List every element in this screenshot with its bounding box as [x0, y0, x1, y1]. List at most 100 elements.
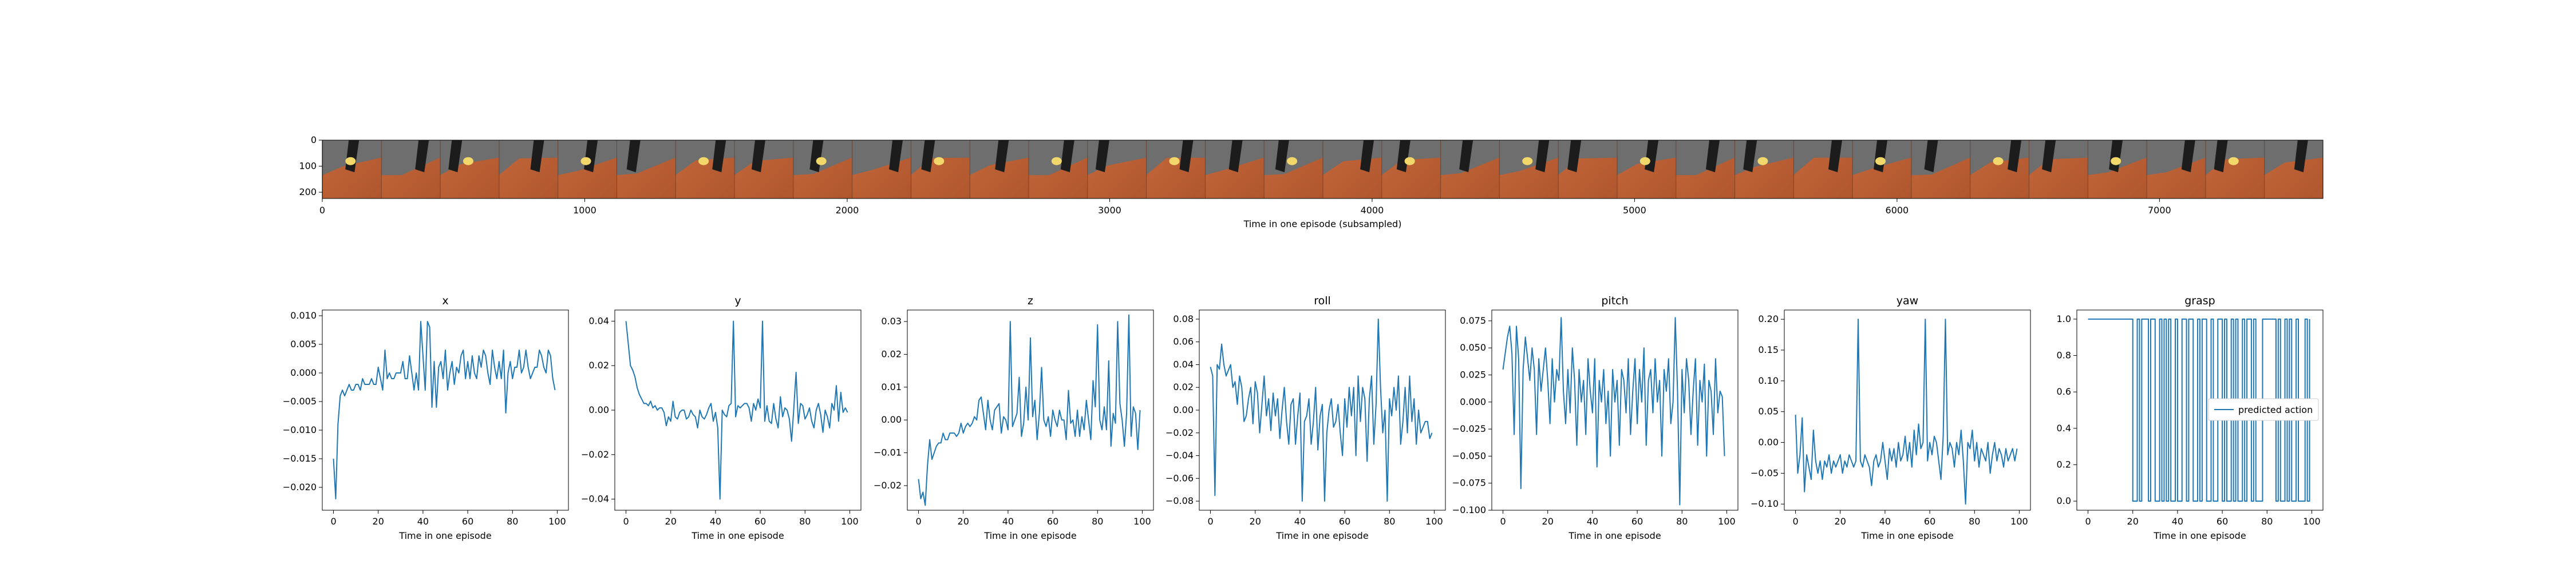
ytick-label: 0.05: [1758, 406, 1779, 417]
object-blob: [2111, 157, 2121, 165]
object-blob: [1522, 157, 1533, 165]
chart-xlabel: Time in one episode: [691, 530, 784, 541]
chart-title: z: [1028, 295, 1033, 307]
chart-roll: roll 0 20 40 60 80 100 −0.08 −0.06 −0.04 −0.02 0.00…: [1165, 295, 1446, 541]
filmstrip-frame: [381, 140, 441, 198]
filmstrip-frame: [734, 140, 793, 198]
chart-pitch: pitch 0 20 40 60 80 100 −0.100 −0.075 −0.050 −0.02…: [1452, 295, 1739, 541]
filmstrip-xtick-label: 2000: [836, 205, 859, 216]
xtick-label: 0: [1792, 516, 1798, 527]
ytick-label: 0.02: [881, 348, 902, 359]
ytick-label: 0.01: [881, 382, 902, 392]
ytick-label: 0.04: [1173, 359, 1194, 370]
object-blob: [580, 157, 591, 165]
filmstrip-xtick-label: 4000: [1361, 205, 1384, 216]
object-blob: [1287, 157, 1298, 165]
xtick-label: 80: [507, 516, 518, 527]
xtick-label: 60: [1924, 516, 1935, 527]
chart-xlabel: Time in one episode: [398, 530, 491, 541]
gripper-arm: [1567, 140, 1582, 173]
gripper-arm: [448, 140, 463, 173]
gripper-arm: [415, 140, 429, 173]
filmstrip-panel: 0 1000 2000 3000 4000 5000 6000 7000 0 100 200 Tim…: [299, 134, 2324, 229]
ytick-label: 0.6: [2057, 386, 2071, 397]
filmstrip-ytick-label: 200: [299, 186, 317, 197]
ytick-label: 0.15: [1758, 344, 1779, 355]
xtick-label: 40: [1294, 516, 1306, 527]
xtick-label: 60: [1047, 516, 1058, 527]
xtick-label: 80: [1969, 516, 1980, 527]
xtick-label: 20: [1542, 516, 1554, 527]
xtick-label: 80: [1384, 516, 1395, 527]
gripper-arm: [1828, 140, 1843, 173]
filmstrip-frame: [969, 140, 1029, 198]
xtick-label: 40: [1587, 516, 1598, 527]
gripper-arm: [2008, 140, 2022, 173]
filmstrip-frame: [675, 140, 735, 198]
chart-title: x: [442, 295, 448, 307]
object-blob: [1169, 157, 1180, 165]
xtick-label: 0: [330, 516, 336, 527]
gripper-arm: [1228, 140, 1243, 173]
filmstrip-frame: [2029, 140, 2088, 198]
gripper-arm: [1095, 140, 1109, 173]
gripper-arm: [1459, 140, 1473, 173]
filmstrip-frame: [1793, 140, 1853, 198]
gripper-arm: [921, 140, 935, 173]
filmstrip-frame: [1087, 140, 1147, 198]
gripper-arm: [2294, 140, 2308, 173]
wall-region: [499, 140, 558, 176]
ytick-label: 0.010: [290, 310, 317, 321]
filmstrip-frame: [1204, 140, 1265, 198]
xtick-label: 40: [1879, 516, 1891, 527]
filmstrip-frame: [1322, 140, 1382, 198]
series-line: [1210, 318, 1433, 502]
ytick-label: −0.015: [283, 453, 317, 464]
ytick-label: −0.01: [874, 447, 902, 458]
filmstrip-frame: [1970, 140, 2029, 198]
filmstrip-frame: [1146, 140, 1206, 198]
ytick-label: 0.03: [881, 316, 902, 327]
gripper-arm: [2181, 140, 2195, 173]
filmstrip-frame: [2264, 140, 2324, 198]
gripper-arm: [2042, 140, 2056, 173]
xtick-label: 80: [1676, 516, 1688, 527]
xtick-label: 20: [373, 516, 384, 527]
ytick-label: −0.02: [1165, 427, 1194, 438]
xtick-label: 80: [1092, 516, 1103, 527]
ytick-label: 0.0: [2057, 495, 2071, 506]
filmstrip-frame: [2087, 140, 2147, 198]
xtick-label: 60: [462, 516, 473, 527]
filmstrip-frame: [1028, 140, 1088, 198]
ytick-label: 0.02: [588, 360, 609, 371]
object-blob: [934, 157, 945, 165]
xtick-label: 40: [1002, 516, 1014, 527]
ytick-label: 1.0: [2057, 313, 2071, 324]
ytick-label: −0.02: [874, 480, 902, 491]
ytick-label: 0.4: [2057, 423, 2071, 434]
filmstrip-xtick-label: 7000: [2148, 205, 2171, 216]
filmstrip-xtick-label: 5000: [1623, 205, 1646, 216]
gripper-arm: [1535, 140, 1550, 173]
chart-title: y: [734, 295, 741, 307]
filmstrip-frame: [440, 140, 499, 198]
ytick-label: 0.20: [1758, 313, 1779, 324]
chart-plot-area: [615, 310, 861, 510]
filmstrip-frame: [1735, 140, 1794, 198]
chart-title: pitch: [1601, 295, 1628, 307]
object-blob: [1051, 157, 1062, 165]
series-line: [918, 314, 1141, 506]
wall-region: [2029, 140, 2088, 176]
filmstrip-xtick-label: 6000: [1886, 205, 1909, 216]
gripper-arm: [712, 140, 726, 173]
xtick-label: 40: [710, 516, 721, 527]
filmstrip-frame: [1852, 140, 1911, 198]
ytick-label: 0.10: [1758, 375, 1779, 386]
xtick-label: 100: [548, 516, 566, 527]
ytick-label: 0.005: [290, 339, 317, 349]
ytick-label: −0.04: [581, 494, 609, 505]
xtick-label: 100: [2303, 516, 2321, 527]
filmstrip-xtick-label: 3000: [1098, 205, 1121, 216]
filmstrip-frame: [1263, 140, 1323, 198]
